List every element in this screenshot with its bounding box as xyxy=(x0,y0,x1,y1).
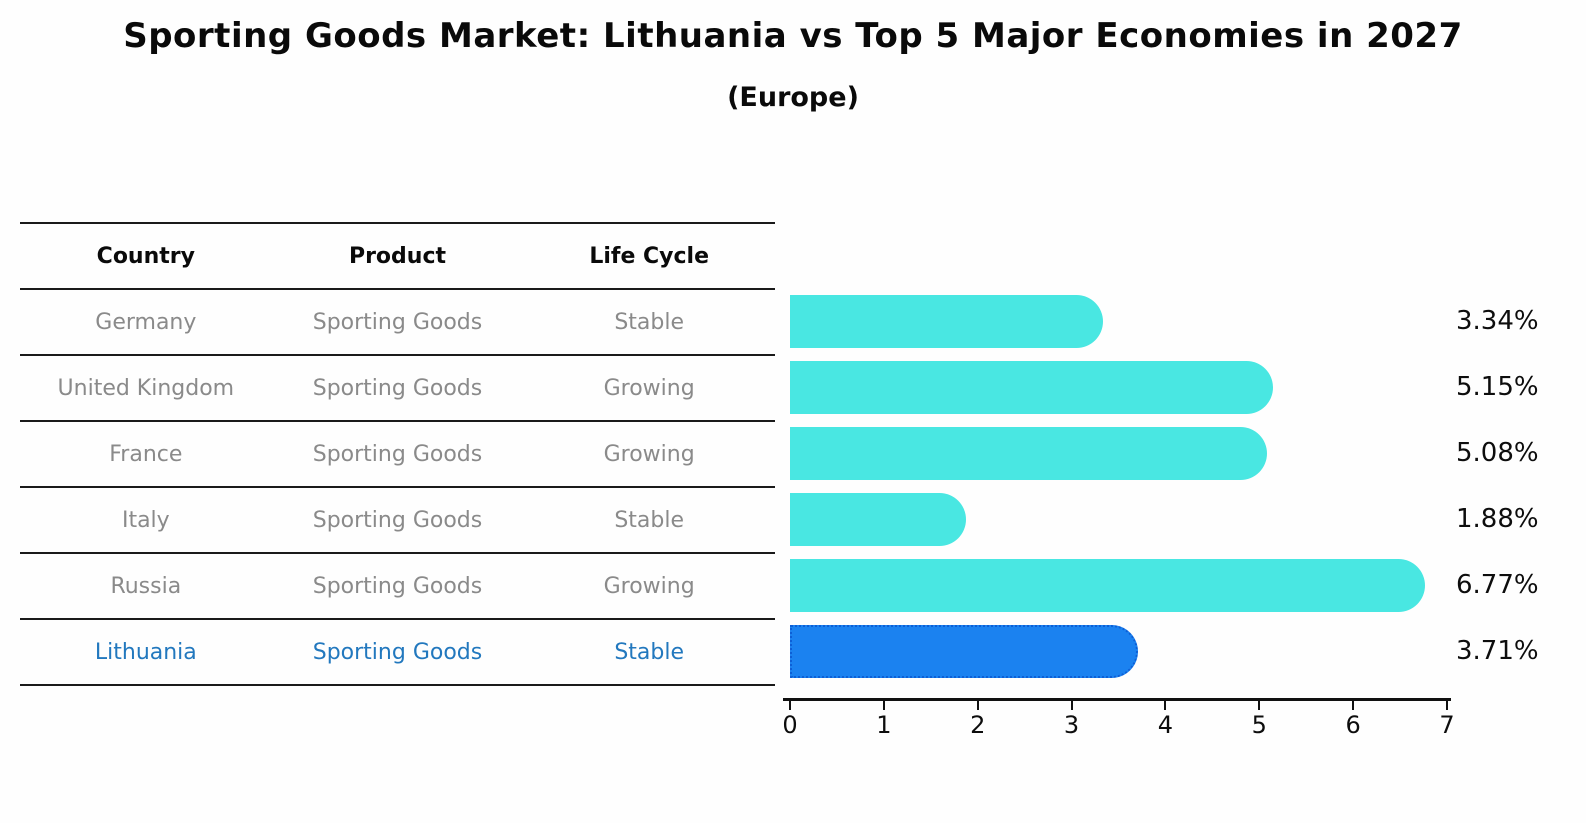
bar-france xyxy=(790,426,1267,480)
cell-product: Sporting Goods xyxy=(312,309,483,335)
table-header-row: Country Product Life Cycle xyxy=(20,222,775,288)
chart-subtitle: (Europe) xyxy=(727,82,859,113)
bar-row xyxy=(790,486,1447,552)
bar-row xyxy=(790,552,1447,618)
country-table: Country Product Life Cycle Germany Sport… xyxy=(20,222,775,686)
x-axis-tick xyxy=(1070,701,1073,710)
cell-product: Sporting Goods xyxy=(312,573,483,599)
chart-title: Sporting Goods Market: Lithuania vs Top … xyxy=(123,16,1463,56)
col-header-life-cycle: Life Cycle xyxy=(589,243,710,269)
cell-product: Sporting Goods xyxy=(312,375,483,401)
x-axis-line xyxy=(783,698,1451,701)
x-axis-tick xyxy=(1164,701,1167,710)
bar-row xyxy=(790,288,1447,354)
bar-united-kingdom xyxy=(790,360,1274,414)
value-label: 6.77% xyxy=(1456,570,1539,600)
table-row: Germany Sporting Goods Stable xyxy=(20,288,775,354)
bar-row xyxy=(790,354,1447,420)
value-label: 3.34% xyxy=(1456,306,1539,336)
table-row: France Sporting Goods Growing xyxy=(20,420,775,486)
bar-lithuania xyxy=(790,624,1139,678)
cell-country: Italy xyxy=(121,507,170,533)
x-axis-tick-label: 3 xyxy=(1063,711,1080,739)
cell-product: Sporting Goods xyxy=(312,639,483,665)
cell-country: Russia xyxy=(110,573,182,599)
cell-life-cycle: Stable xyxy=(614,507,684,533)
x-axis-tick-label: 0 xyxy=(782,711,798,739)
cell-life-cycle: Growing xyxy=(603,573,695,599)
bar-row xyxy=(790,618,1447,684)
x-axis-tick-label: 1 xyxy=(876,711,892,739)
x-axis-tick xyxy=(1446,701,1448,710)
x-axis-tick xyxy=(976,701,979,710)
cell-country: France xyxy=(109,441,183,467)
x-axis-tick xyxy=(789,701,791,710)
cell-product: Sporting Goods xyxy=(312,441,483,467)
x-axis-tick-label: 5 xyxy=(1251,711,1267,739)
value-label: 3.71% xyxy=(1456,636,1539,666)
bar-row xyxy=(790,420,1447,486)
cell-life-cycle: Growing xyxy=(603,441,695,467)
col-header-country: Country xyxy=(96,243,195,269)
cell-country: Germany xyxy=(95,309,197,335)
cell-country: Lithuania xyxy=(94,639,197,665)
x-axis-tick xyxy=(1258,701,1261,710)
cell-life-cycle: Stable xyxy=(614,309,684,335)
x-axis-tick-label: 2 xyxy=(970,711,986,739)
table-row: Italy Sporting Goods Stable xyxy=(20,486,775,552)
x-axis-tick xyxy=(1352,701,1355,710)
cell-country: United Kingdom xyxy=(57,375,235,401)
col-header-product: Product xyxy=(348,243,447,269)
bar-plot-area xyxy=(790,288,1447,684)
x-axis-tick-label: 7 xyxy=(1439,711,1455,739)
table-row-lithuania: Lithuania Sporting Goods Stable xyxy=(20,618,775,686)
value-label: 5.15% xyxy=(1456,372,1539,402)
table-row: United Kingdom Sporting Goods Growing xyxy=(20,354,775,420)
cell-life-cycle: Stable xyxy=(614,639,684,665)
value-label: 1.88% xyxy=(1456,504,1539,534)
x-axis-tick-label: 4 xyxy=(1157,711,1174,739)
x-axis-tick-label: 6 xyxy=(1345,711,1361,739)
cell-product: Sporting Goods xyxy=(312,507,483,533)
value-label: 5.08% xyxy=(1456,438,1539,468)
cell-life-cycle: Growing xyxy=(603,375,695,401)
x-axis-tick xyxy=(882,701,885,710)
table-row: Russia Sporting Goods Growing xyxy=(20,552,775,618)
bar-germany xyxy=(790,294,1104,348)
value-label-column: 3.34% 5.15% 5.08% 1.88% 6.77% 3.71% xyxy=(1456,288,1576,684)
bar-italy xyxy=(790,492,967,546)
bar-russia xyxy=(790,558,1426,612)
